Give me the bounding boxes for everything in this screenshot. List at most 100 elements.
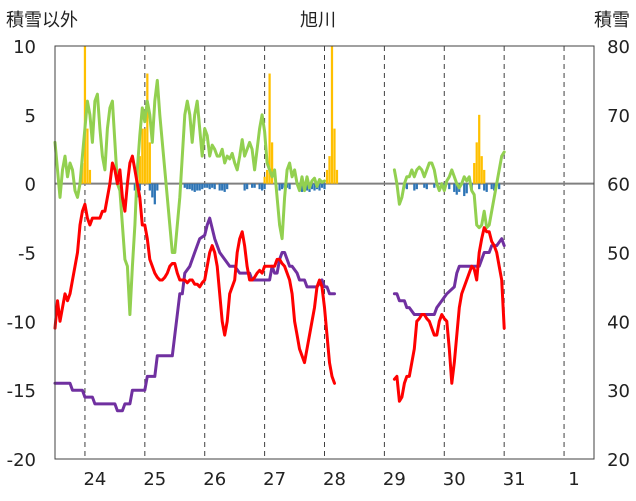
x-tick-label: 31 — [503, 469, 526, 490]
temp_change-bar — [193, 183, 196, 192]
snow_depth-line — [53, 216, 336, 413]
temp_change-bar — [243, 183, 246, 191]
precipitation-bar — [263, 176, 266, 184]
temp_change-bar — [198, 183, 201, 191]
precipitation-bar — [143, 128, 146, 184]
precipitation-bar — [146, 73, 149, 184]
precipitation-bar — [148, 142, 151, 184]
temp_change-bar — [423, 183, 426, 188]
temp_change-bar — [415, 183, 418, 190]
precipitation-bar — [265, 169, 269, 184]
right-tick-label: 30 — [607, 381, 630, 402]
temp_change-bar — [206, 183, 209, 188]
temp_change-bar — [203, 183, 206, 188]
temp_change-bar — [148, 183, 151, 191]
x-tick-label: 30 — [443, 469, 466, 490]
temp_change-bar — [208, 183, 211, 190]
x-tick-label: 25 — [143, 469, 166, 490]
wind-line — [53, 78, 326, 316]
temp_change-bar — [278, 183, 281, 191]
temp_change-bar — [300, 183, 304, 192]
temp_change-bar — [258, 183, 261, 190]
temperature-line — [392, 226, 506, 403]
x-tick-label: 26 — [203, 469, 226, 490]
temp_change-bar — [260, 183, 264, 191]
chart-title: 旭川 — [300, 10, 336, 31]
temp_change-bar — [448, 183, 451, 190]
snow_depth-line — [392, 237, 506, 316]
temp_change-bar — [251, 183, 254, 188]
left-tick-label: -5 — [18, 244, 36, 265]
temp_change-bar — [183, 183, 186, 188]
temp_change-bar — [310, 183, 314, 190]
temp_change-bar — [453, 183, 456, 192]
temp_change-bar — [211, 183, 214, 188]
right-tick-label: 80 — [607, 37, 630, 58]
temp_change-bar — [263, 183, 266, 190]
temp_change-bar — [433, 183, 436, 188]
left-tick-label: 5 — [25, 106, 36, 127]
precipitation-bar — [473, 163, 476, 184]
temp_change-bar — [483, 183, 486, 191]
precipitation-bar — [325, 169, 329, 184]
temp_change-bar — [463, 183, 466, 197]
x-axis-ticks: 24 25 26 27 28 29 30 31 1 — [83, 469, 579, 490]
x-tick-label: 29 — [383, 469, 406, 490]
right-tick-label: 20 — [607, 450, 630, 471]
temp_change-bar — [186, 183, 189, 190]
temp_change-bar — [223, 183, 226, 192]
temp_change-bar — [201, 183, 204, 190]
x-tick-label: 27 — [263, 469, 286, 490]
temp_change-bar — [191, 183, 194, 191]
left-axis-label: 積雪以外 — [6, 10, 78, 31]
temp_change-bar — [221, 183, 224, 191]
temp_change-bar — [318, 183, 321, 191]
temp_change-bar — [153, 183, 156, 205]
temp_change-bar — [156, 183, 159, 191]
temp_change-bar — [138, 183, 141, 191]
temp_change-bar — [305, 183, 309, 191]
temp_change-bar — [493, 183, 496, 191]
wind-line — [392, 150, 506, 230]
temp_change-bar — [213, 183, 216, 190]
left-tick-label: -15 — [7, 381, 36, 402]
x-tick-label: 28 — [323, 469, 346, 490]
x-tick-label: 1 — [568, 469, 579, 490]
precipitation-bar — [328, 156, 331, 184]
precipitation-bar — [88, 169, 92, 184]
precipitation-bar — [268, 73, 271, 184]
temp_change-bar — [465, 183, 468, 194]
right-axis-ticks: 20 30 40 50 60 70 80 — [607, 37, 630, 471]
left-tick-label: 0 — [25, 175, 36, 196]
left-tick-label: 10 — [13, 37, 36, 58]
temp_change-bar — [188, 183, 191, 190]
right-axis-label: 積雪 — [594, 10, 630, 31]
temperature-line — [53, 154, 336, 385]
precipitation-bar — [475, 142, 478, 184]
right-tick-label: 60 — [607, 175, 630, 196]
temp_change-bar — [498, 183, 501, 190]
temp_change-bar — [323, 183, 326, 190]
precipitation-bar — [478, 114, 481, 184]
temp_change-bar — [490, 183, 493, 190]
temp_change-bar — [413, 183, 416, 191]
temp_change-bar — [151, 183, 154, 198]
precipitation-bar — [81, 163, 84, 184]
left-tick-label: -20 — [7, 450, 36, 471]
temp_change-bar — [133, 183, 136, 191]
temp_change-bar — [226, 183, 229, 190]
temp_change-bar — [280, 183, 284, 190]
right-tick-label: 40 — [607, 312, 630, 333]
plot-frame — [54, 45, 595, 460]
temp_change-bar — [246, 183, 249, 190]
left-axis-ticks: -20 -15 -10 -5 0 5 10 — [7, 37, 36, 471]
precipitation-bar — [330, 46, 334, 184]
precipitation-bar — [333, 128, 336, 184]
precipitation-bar — [483, 169, 486, 184]
right-tick-label: 70 — [607, 106, 630, 127]
temp_change-bar — [218, 183, 221, 191]
right-tick-label: 50 — [607, 244, 630, 265]
precipitation-bar — [86, 128, 89, 184]
precipitation-bar — [480, 156, 483, 184]
